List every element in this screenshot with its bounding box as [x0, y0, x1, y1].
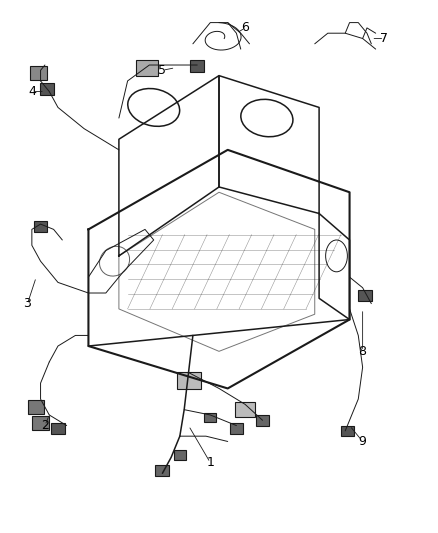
Text: 5: 5 [159, 64, 166, 77]
Bar [40, 83, 54, 95]
Bar [32, 416, 49, 430]
Text: 1: 1 [206, 456, 214, 469]
Bar [358, 290, 372, 302]
Bar [174, 450, 186, 459]
Bar [34, 221, 47, 232]
Bar [256, 415, 269, 425]
Bar [190, 60, 204, 72]
Text: 4: 4 [28, 85, 36, 98]
Bar [30, 66, 47, 79]
Text: 7: 7 [380, 32, 389, 45]
Bar [341, 425, 354, 436]
Text: 6: 6 [241, 21, 249, 35]
Bar [51, 423, 65, 433]
Bar [28, 400, 45, 414]
Bar [204, 413, 216, 422]
Text: 3: 3 [24, 297, 32, 310]
Text: 2: 2 [41, 419, 49, 432]
Text: 9: 9 [359, 435, 367, 448]
Text: 8: 8 [359, 345, 367, 358]
Bar [235, 402, 255, 417]
Bar [155, 465, 170, 477]
Bar [230, 423, 243, 433]
Bar [136, 60, 158, 76]
Bar [177, 372, 201, 389]
